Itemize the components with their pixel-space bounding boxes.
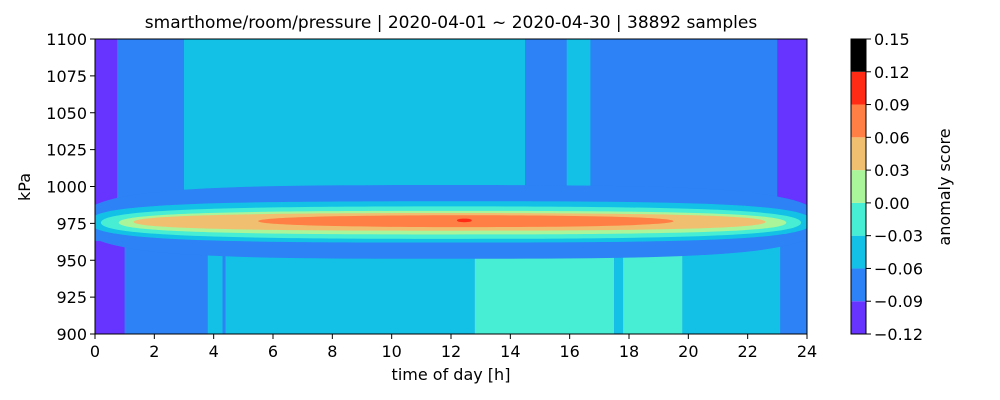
anomaly-band-contour bbox=[456, 218, 472, 223]
colorbar-segment bbox=[851, 71, 866, 105]
x-tick-label: 2 bbox=[149, 342, 159, 361]
heatmap-region bbox=[590, 39, 778, 202]
colorbar: −0.12 −0.09 −0.06 −0.03 0.00 0.03 0.06 0.09 0.12… bbox=[850, 30, 923, 344]
heatmap-region bbox=[780, 241, 807, 334]
colorbar-tick-label: 0.12 bbox=[874, 63, 910, 82]
x-tick-label: 18 bbox=[619, 342, 639, 361]
x-tick-label: 22 bbox=[737, 342, 757, 361]
colorbar-frame bbox=[850, 38, 867, 335]
plot-area bbox=[95, 39, 807, 334]
x-tick-label: 4 bbox=[209, 342, 219, 361]
heatmap-region bbox=[95, 241, 125, 334]
colorbar-tick-label: 0.03 bbox=[874, 161, 910, 180]
heatmap-region bbox=[184, 39, 526, 205]
colorbar-tick-label: 0.06 bbox=[874, 128, 910, 147]
x-tick-label: 24 bbox=[797, 342, 817, 361]
colorbar-segment bbox=[851, 137, 866, 171]
colorbar-segment bbox=[851, 39, 866, 72]
heatmap-region bbox=[525, 39, 567, 202]
chart-title: smarthome/room/pressure | 2020-04-01 ~ 2… bbox=[145, 13, 758, 33]
y-axis: 900 925 950 975 1000 1025 1050 1075 1100 bbox=[46, 30, 95, 344]
x-tick-label: 6 bbox=[268, 342, 278, 361]
heatmap-region bbox=[614, 241, 624, 334]
heatmap-region bbox=[207, 241, 223, 334]
colorbar-tick-label: 0.09 bbox=[874, 96, 910, 115]
x-tick-label: 0 bbox=[90, 342, 100, 361]
x-tick-label: 16 bbox=[559, 342, 579, 361]
colorbar-tick-label: −0.12 bbox=[874, 325, 923, 344]
y-tick-label: 1050 bbox=[46, 104, 87, 123]
colorbar-label: anomaly score bbox=[935, 128, 954, 245]
colorbar-tick-label: −0.06 bbox=[874, 259, 923, 278]
x-tick-label: 10 bbox=[381, 342, 401, 361]
colorbar-tick-label: 0.00 bbox=[874, 194, 910, 213]
x-tick-label: 14 bbox=[500, 342, 520, 361]
colorbar-segment bbox=[851, 268, 866, 302]
x-axis: 0 2 4 6 8 10 12 14 16 18 20 22 24 bbox=[90, 334, 817, 361]
x-tick-label: 12 bbox=[441, 342, 461, 361]
y-tick-label: 1100 bbox=[46, 30, 87, 49]
y-tick-label: 925 bbox=[56, 288, 87, 307]
x-tick-label: 8 bbox=[327, 342, 337, 361]
y-tick-label: 1000 bbox=[46, 178, 87, 197]
colorbar-segment bbox=[851, 202, 866, 236]
y-tick-label: 1025 bbox=[46, 141, 87, 160]
x-axis-label: time of day [h] bbox=[392, 365, 511, 384]
y-tick-label: 900 bbox=[56, 325, 87, 344]
heatmap-region bbox=[117, 39, 184, 202]
colorbar-segment bbox=[851, 235, 866, 269]
colorbar-tick-label: −0.03 bbox=[874, 227, 923, 246]
colorbar-segment bbox=[851, 170, 866, 203]
heatmap-region bbox=[95, 39, 118, 209]
heatmap-region bbox=[777, 39, 807, 209]
x-tick-label: 20 bbox=[678, 342, 698, 361]
y-axis-label: kPa bbox=[15, 173, 34, 201]
colorbar-segment bbox=[851, 104, 866, 138]
colorbar-tick-label: 0.15 bbox=[874, 30, 910, 49]
y-tick-label: 1075 bbox=[46, 67, 87, 86]
colorbar-segment bbox=[851, 301, 866, 334]
heatmap-region bbox=[566, 39, 591, 205]
y-tick-label: 950 bbox=[56, 251, 87, 270]
colorbar-tick-label: −0.09 bbox=[874, 292, 923, 311]
heatmap-region bbox=[222, 241, 226, 334]
heatmap-region bbox=[682, 241, 781, 334]
heatmap-region bbox=[124, 241, 208, 334]
y-tick-label: 975 bbox=[56, 214, 87, 233]
